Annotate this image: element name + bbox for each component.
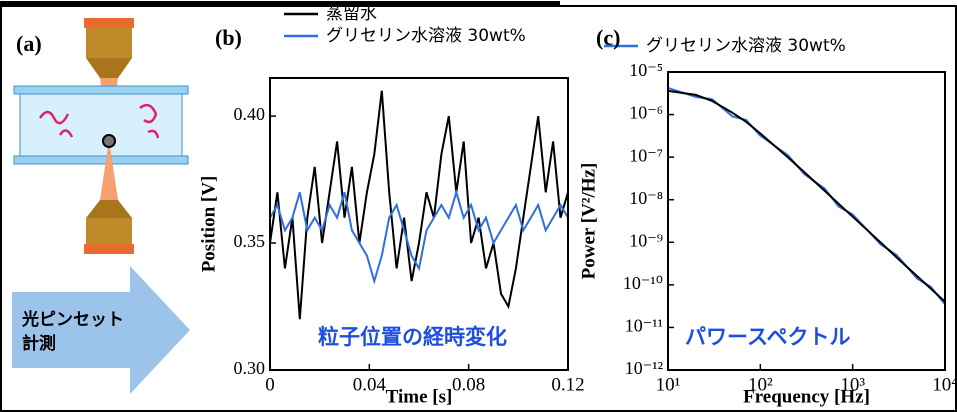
series-line	[270, 90, 568, 320]
plot-frame	[667, 71, 946, 371]
x-tick-label: 0.12	[551, 374, 584, 395]
frame	[0, 5, 957, 412]
series-line	[668, 89, 945, 303]
lens-tip	[84, 244, 134, 254]
panel-label: (b)	[215, 25, 242, 50]
objective-top-cone	[86, 58, 132, 78]
beam-bottom	[100, 140, 118, 200]
particle	[102, 134, 116, 148]
x-tick-label: 0	[265, 374, 275, 395]
y-tick-label: 10⁻⁵	[629, 60, 663, 80]
x-axis-label: Time [s]	[386, 386, 453, 407]
legend-label: グリセリン水溶液 30wt%	[326, 26, 526, 46]
arrow	[12, 266, 190, 394]
panel-a: (a) 光ピンセット 計測	[12, 18, 190, 394]
x-tick-label: 10⁴	[932, 374, 957, 395]
series-line	[668, 87, 945, 305]
y-tick-label: 10⁻⁹	[629, 230, 663, 250]
y-tick-label: 0.35	[234, 231, 266, 251]
chart: 10¹ 10² 10³ 10⁴ 10⁻¹² 10⁻¹¹ 10⁻¹⁰ 10⁻⁹ 10⁻⁸ 10⁻⁷ 1…	[578, 25, 957, 407]
x-axis-label: Frequency [Hz]	[743, 386, 870, 407]
panel-label: (c)	[596, 25, 620, 50]
x-tick-label: 10³	[840, 374, 865, 395]
y-tick-label: 10⁻¹²	[625, 358, 663, 378]
legend-label: グリセリン水溶液 30wt%	[646, 36, 846, 56]
y-axis-label: Position [V]	[198, 176, 219, 273]
y-tick-label: 10⁻¹⁰	[623, 273, 663, 293]
lens-tip	[84, 18, 134, 28]
series-line	[270, 188, 568, 285]
plot-frame	[269, 77, 569, 371]
polymers	[38, 103, 160, 139]
arrow-text: 光ピンセット	[21, 309, 124, 330]
y-tick-label: 0.30	[234, 358, 266, 378]
panel-label: (a)	[16, 31, 42, 56]
objective-bottom-cone	[86, 200, 132, 218]
glass-bottom	[13, 155, 189, 165]
chamber	[19, 93, 183, 157]
x-tick-label: 10²	[748, 374, 773, 395]
y-tick-label: 10⁻¹¹	[625, 316, 663, 336]
y-tick-label: 0.40	[234, 104, 266, 124]
y-tick-label: 10⁻⁸	[629, 188, 663, 208]
x-tick-label: 0.04	[353, 374, 387, 395]
y-tick-label: 10⁻⁷	[629, 145, 663, 165]
objective-top	[86, 28, 132, 58]
x-tick-label: 0.08	[452, 374, 485, 395]
glass-top	[13, 85, 189, 95]
annotation: パワースペクトル	[685, 325, 850, 349]
legend-label: 蒸留水	[326, 4, 377, 24]
annotation: 粒子位置の経時変化	[318, 325, 507, 349]
y-tick-label: 10⁻⁶	[629, 103, 663, 123]
arrow-text: 計測	[22, 333, 56, 354]
x-tick-label: 10¹	[656, 374, 681, 395]
y-axis-label: Power [V²/Hz]	[578, 163, 599, 280]
objective-bottom	[86, 218, 132, 244]
